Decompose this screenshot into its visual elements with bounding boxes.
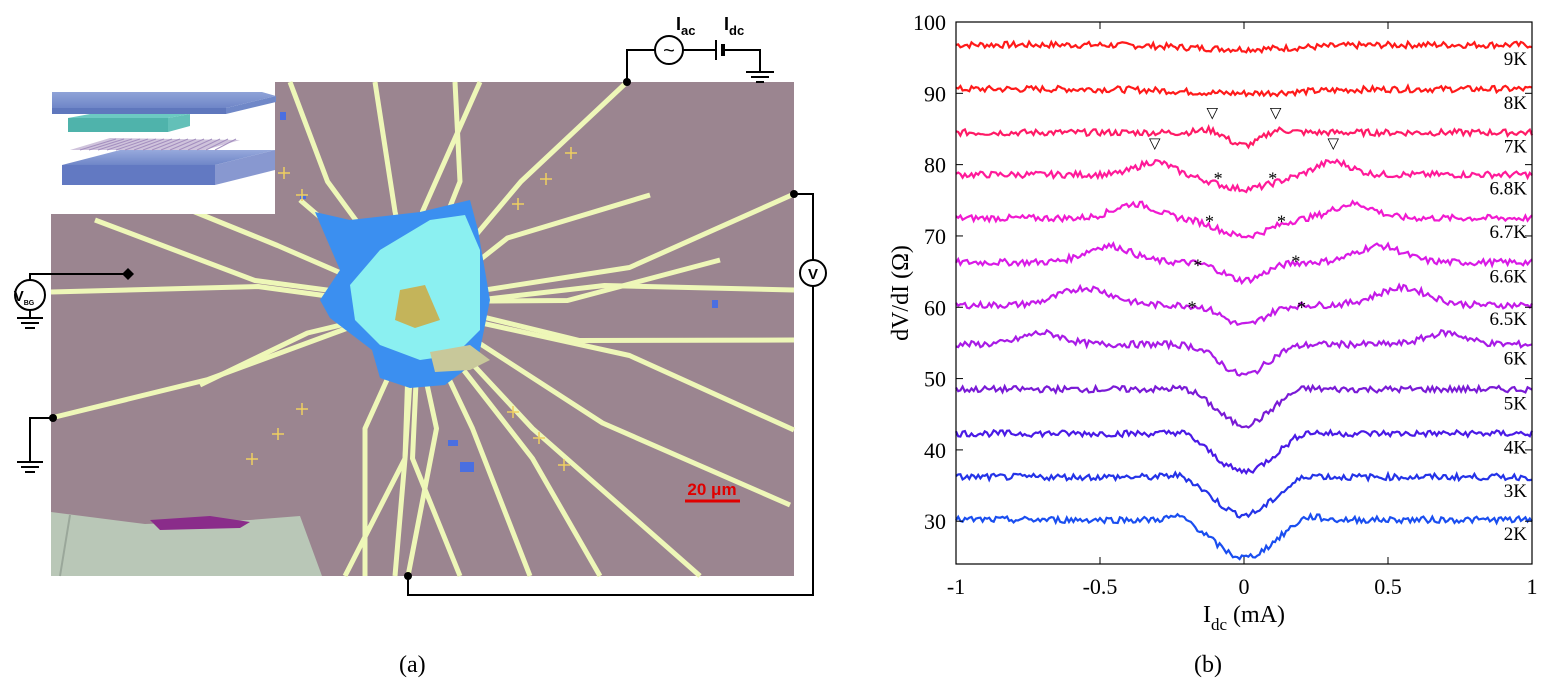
electrode-lead <box>444 191 796 299</box>
peak-marker: * <box>1297 298 1306 318</box>
electrode-lead <box>427 325 603 578</box>
series-label: 3K <box>1504 481 1528 502</box>
alignment-cross <box>246 453 258 465</box>
series-line-7K <box>955 124 1534 150</box>
x-tick-label: -1 <box>947 574 965 599</box>
peak-marker: * <box>1214 169 1223 189</box>
alignment-cross <box>558 459 570 471</box>
idc-label: Idc <box>724 14 744 38</box>
series-line-2K <box>955 512 1533 561</box>
series-line-6.8K <box>955 158 1533 194</box>
heterostructure-inset <box>51 82 276 214</box>
alignment-cross <box>296 403 308 415</box>
y-tick-label: 80 <box>924 153 946 178</box>
peak-marker: * <box>1188 298 1197 318</box>
series-label: 6.6K <box>1490 266 1528 287</box>
panel-a: 20 μm <box>14 14 827 678</box>
voltmeter <box>799 259 827 287</box>
series-line-8K <box>955 83 1533 98</box>
series-line-5K <box>955 383 1533 429</box>
panel-b: -1 -0.5 0 0.5 1 30 40 50 60 70 80 90 100 9K 8K 7K 6.8K 6… <box>860 0 1552 688</box>
alignment-marks <box>246 147 577 471</box>
sample-flake <box>395 285 440 328</box>
alignment-cross <box>278 167 290 179</box>
series-line-6.7K <box>955 199 1533 240</box>
peak-marker: * <box>1205 211 1214 231</box>
series-label: 6.7K <box>1490 222 1528 243</box>
alignment-cross <box>507 406 519 418</box>
x-tick-label: 1 <box>1527 574 1538 599</box>
alignment-cross <box>533 432 545 444</box>
peak-marker: ▽ <box>1328 136 1340 152</box>
peak-marker: * <box>1277 211 1286 231</box>
series-label: 5K <box>1504 393 1528 414</box>
peak-marker: * <box>1268 169 1277 189</box>
series-label: 7K <box>1504 137 1528 158</box>
x-tick-label: 0.5 <box>1374 574 1402 599</box>
y-tick-label: 90 <box>924 81 946 106</box>
series-line-6K <box>955 328 1533 377</box>
device-schematic: 20 μm <box>14 14 827 596</box>
y-axis-label: dV/dI (Ω) <box>888 245 914 341</box>
electrode-lead <box>444 312 796 433</box>
caption-a: (a) <box>399 652 426 678</box>
x-tick-label: -0.5 <box>1083 574 1118 599</box>
y-tick-label: 100 <box>913 10 946 35</box>
x-tick-label: 0 <box>1239 574 1250 599</box>
scale-bar-label: 20 μm <box>687 480 736 499</box>
alignment-cross <box>540 173 552 185</box>
electrode-lead <box>443 318 792 508</box>
alignment-cross <box>565 147 577 159</box>
series-line-6.5K <box>955 282 1533 326</box>
y-tick-label: 60 <box>924 295 946 320</box>
series-line-4K <box>954 428 1534 476</box>
svg-text:VBG: VBG <box>14 288 35 307</box>
circuit <box>17 40 814 596</box>
series-label: 9K <box>1504 49 1528 70</box>
alignment-cross <box>272 428 284 440</box>
ac-source <box>654 35 684 65</box>
series-label: 6.8K <box>1490 179 1528 200</box>
backgate-source <box>14 279 46 311</box>
peak-marker: ▽ <box>1270 106 1282 122</box>
y-tick-label: 30 <box>924 509 946 534</box>
series-label: 8K <box>1504 93 1528 114</box>
x-axis-label: Idc (mA) <box>1203 602 1285 634</box>
svg-text:V: V <box>808 266 818 283</box>
series-line-6.6K <box>955 241 1533 286</box>
y-tick-label: 40 <box>924 438 946 463</box>
peak-marker: ▽ <box>1207 106 1219 122</box>
series-label: 6.5K <box>1490 309 1528 330</box>
y-tick-label: 50 <box>924 367 946 392</box>
peak-marker: * <box>1291 251 1300 271</box>
iac-label: Iac <box>676 14 695 38</box>
peak-marker: ▽ <box>1149 136 1161 152</box>
alignment-cross <box>296 189 308 201</box>
series-label: 2K <box>1504 524 1528 545</box>
caption-b: (b) <box>1194 652 1222 678</box>
svg-text:~: ~ <box>663 40 675 62</box>
dvdi-chart: -1 -0.5 0 0.5 1 30 40 50 60 70 80 90 100 9K 8K 7K 6.8K 6… <box>888 10 1538 634</box>
series-label: 4K <box>1504 437 1528 458</box>
plot-frame <box>955 21 1533 565</box>
y-tick-label: 70 <box>924 224 946 249</box>
series-line-9K <box>955 39 1533 55</box>
series-line-3K <box>955 470 1533 519</box>
electrode-lead <box>444 305 795 343</box>
bottom-flake <box>51 512 322 576</box>
alignment-cross <box>512 198 524 210</box>
peak-marker: * <box>1193 256 1202 276</box>
electrode-lead <box>445 283 795 307</box>
series-label: 6K <box>1504 348 1528 369</box>
